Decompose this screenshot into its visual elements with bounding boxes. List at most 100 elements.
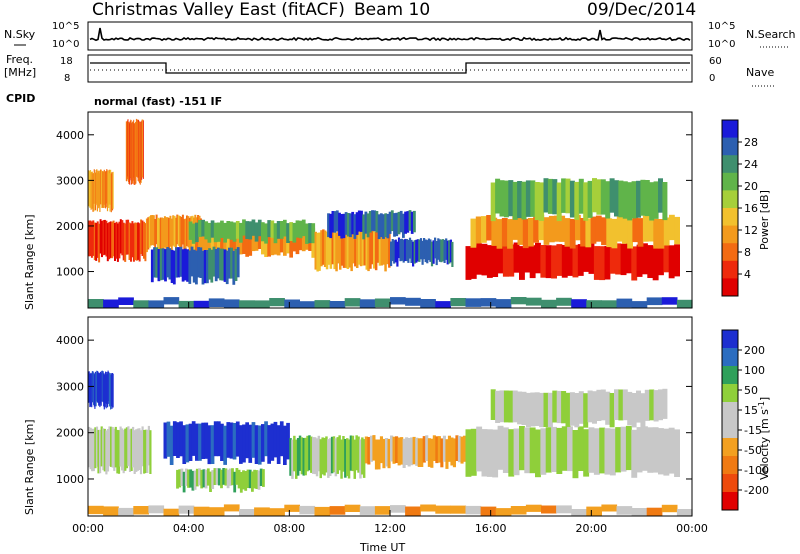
heatmap-cell — [352, 228, 355, 264]
x-tick-label: 04:00 — [173, 522, 205, 535]
heatmap-cell — [220, 469, 223, 489]
heatmap-cell — [140, 219, 143, 255]
heatmap-cell — [625, 242, 632, 274]
heatmap-cell — [574, 181, 580, 220]
heatmap-cell — [363, 229, 367, 266]
heatmap-cell — [103, 299, 119, 308]
heatmap-cell — [401, 238, 404, 261]
y-tick-label: 4000 — [56, 129, 84, 142]
heatmap-cell — [255, 470, 259, 489]
heatmap-cell — [448, 240, 451, 264]
heatmap-cell — [267, 220, 271, 238]
heatmap-cell — [501, 218, 508, 247]
heatmap-cell — [435, 301, 451, 308]
heatmap-cell — [647, 427, 654, 473]
heatmap-cell — [329, 213, 333, 239]
heatmap-cell — [99, 173, 101, 212]
colorbar-cell — [722, 120, 738, 139]
heatmap-cell — [653, 181, 659, 219]
heatmap-cell — [405, 437, 409, 465]
heatmap-cell — [291, 439, 294, 479]
heatmap-cell — [172, 215, 175, 246]
heatmap-cell — [195, 423, 199, 461]
heatmap-cell — [548, 215, 555, 243]
heatmap-cell — [217, 222, 221, 242]
heatmap-cell — [132, 426, 135, 468]
heatmap-cell — [397, 211, 401, 235]
heatmap-cell — [318, 232, 321, 271]
heatmap-cell — [292, 222, 297, 243]
colorbar-cell — [722, 155, 738, 174]
heatmap-cell — [283, 219, 287, 237]
heatmap-cell — [495, 299, 512, 308]
heatmap-cell — [232, 222, 237, 242]
heatmap-cell — [148, 300, 165, 308]
heatmap-cell — [470, 218, 477, 248]
heatmap-cell — [367, 437, 371, 465]
heatmap-cell — [193, 506, 210, 516]
heatmap-cell — [276, 221, 281, 239]
heatmap-cell — [91, 428, 94, 472]
heatmap-cell — [374, 298, 391, 308]
heatmap-cell — [166, 247, 170, 278]
heatmap-cell — [661, 297, 678, 305]
heatmap-cell — [384, 213, 388, 238]
heatmap-cell — [122, 429, 125, 474]
heatmap-cell — [261, 222, 265, 242]
velocity-panel: 4000 3000 2000 1000 00:00 04:00 08:00 12:00 16:… — [23, 316, 771, 554]
heatmap-cell — [267, 227, 271, 257]
heatmap-cell — [335, 210, 339, 232]
heatmap-cell — [359, 506, 376, 515]
heatmap-cell — [636, 427, 643, 473]
heatmap-cell — [144, 429, 147, 473]
heatmap-cell — [616, 298, 633, 308]
heatmap-cell — [98, 372, 100, 406]
heatmap-cell — [219, 248, 222, 281]
heatmap-cell — [407, 239, 410, 263]
heatmap-cell — [172, 421, 177, 456]
heatmap-cell — [369, 435, 373, 462]
heatmap-cell — [92, 428, 95, 472]
heatmap-cell — [136, 428, 139, 471]
heatmap-cell — [543, 178, 549, 213]
heatmap-cell — [124, 223, 127, 262]
heatmap-cell — [376, 228, 380, 263]
heatmap-cell — [571, 509, 587, 516]
heatmap-cell — [429, 239, 432, 262]
heatmap-cell — [674, 216, 680, 245]
heatmap-cell — [232, 423, 237, 460]
heatmap-cell — [254, 222, 259, 242]
heatmap-cell — [106, 169, 108, 204]
heatmap-cell — [170, 218, 173, 253]
heatmap-cell — [327, 229, 331, 265]
heatmap-cell — [346, 438, 349, 477]
heatmap-cell — [481, 243, 488, 276]
heatmap-cell — [323, 230, 327, 267]
heatmap-cell — [465, 505, 482, 515]
heatmap-cell — [497, 425, 504, 470]
heatmap-cell — [631, 181, 637, 219]
heatmap-cell — [543, 392, 549, 427]
heatmap-cell — [179, 216, 182, 248]
heatmap-cell — [367, 232, 370, 272]
heatmap-cell — [204, 422, 209, 459]
heatmap-cell — [415, 239, 418, 263]
heatmap-cell — [567, 244, 573, 276]
heatmap-cell — [614, 180, 619, 217]
heatmap-cell — [604, 428, 611, 475]
heatmap-cell — [338, 212, 341, 236]
heatmap-cell — [354, 230, 357, 267]
heatmap-cell — [248, 469, 252, 489]
heatmap-cell — [223, 249, 227, 282]
heatmap-cell — [366, 213, 370, 238]
heatmap-cell — [410, 239, 413, 263]
heatmap-cell — [270, 226, 275, 256]
heatmap-cell — [609, 243, 616, 274]
heatmap-cell — [101, 370, 103, 402]
heatmap-cell — [382, 438, 386, 469]
heatmap-cell — [395, 436, 399, 463]
heatmap-cell — [223, 425, 227, 465]
heatmap-cell — [114, 223, 116, 261]
heatmap-cell — [220, 225, 224, 253]
colorbar-cell — [722, 348, 738, 367]
